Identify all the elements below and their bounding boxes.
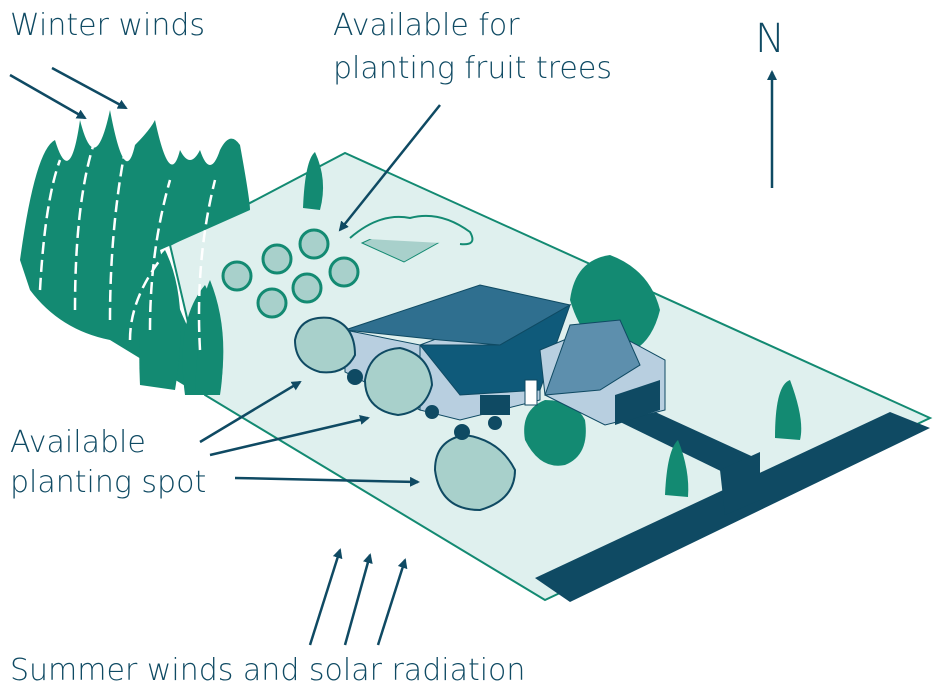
north-label: N: [755, 16, 785, 62]
diagram: Winter winds Available for planting frui…: [0, 0, 933, 687]
fruit-trees-label: planting fruit trees: [333, 51, 612, 86]
summer-label: Summer winds and solar radiation: [10, 653, 525, 687]
planting-spot-label: Available: [10, 425, 146, 460]
fruit-trees-label: Available for: [333, 8, 520, 43]
planting-spot-label: planting spot: [10, 465, 206, 500]
winter-winds-label: Winter winds: [10, 8, 205, 43]
